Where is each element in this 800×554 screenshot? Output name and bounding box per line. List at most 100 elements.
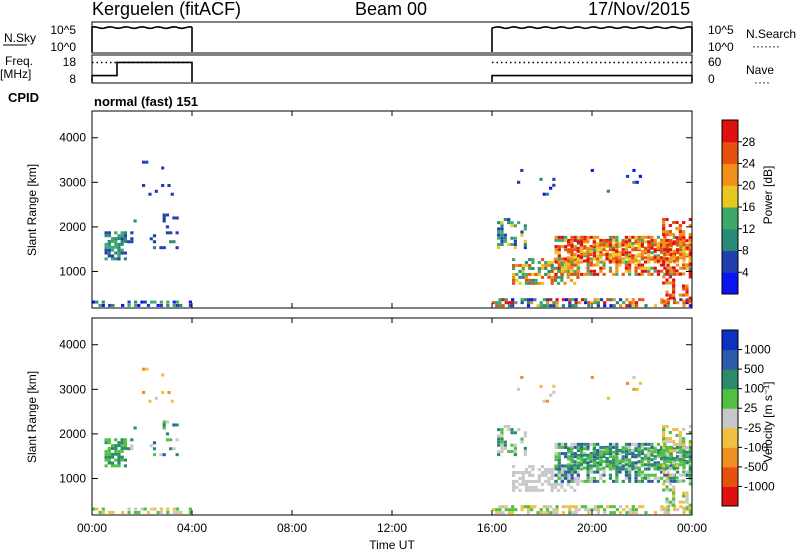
velocity-cell-139 [539, 508, 543, 512]
velocity-cell-106 [148, 399, 152, 403]
power-cell-283 [528, 272, 532, 276]
power-cell-692 [679, 266, 683, 270]
power-cell-107 [154, 189, 158, 193]
velocity-cell-869 [688, 466, 692, 470]
velocity-cell-286 [528, 465, 532, 469]
velocity-cell-32 [104, 455, 108, 459]
velocity-cell-102 [175, 423, 179, 427]
velocity-cell-304 [540, 471, 545, 475]
power-cell-864 [682, 243, 686, 247]
velocity-cell-45 [110, 464, 115, 468]
velocity-cell-887 [662, 506, 666, 510]
power-cell-311 [547, 272, 551, 276]
velocity-cell-143 [545, 508, 550, 512]
power-cell-804 [640, 249, 644, 253]
power-cell-849 [672, 249, 676, 253]
velocity-cell-934 [672, 473, 676, 477]
velocity-cell-301 [540, 488, 545, 492]
velocity-cell-557 [624, 442, 629, 446]
velocity-cell-232 [503, 446, 507, 450]
power-cell-217 [497, 246, 501, 250]
velocity-cell-199 [653, 511, 658, 515]
power-cell-895 [662, 239, 666, 243]
power-cell-444 [583, 245, 587, 249]
velocity-cell-577 [634, 479, 638, 483]
power-cell-572 [631, 254, 635, 258]
power-cell-734 [576, 259, 580, 263]
velocity-cell-936 [672, 449, 676, 453]
velocity-cell-397 [567, 479, 571, 483]
velocity-cell-601 [640, 449, 645, 453]
power-cell-375 [557, 254, 561, 258]
power-cell-234 [503, 233, 507, 237]
velocity-cell-464 [589, 452, 593, 456]
power-cell-878 [552, 183, 556, 187]
velocity-cell-588 [637, 473, 641, 477]
velocity-cell-969 [685, 491, 689, 495]
power-cell-635 [656, 269, 661, 273]
power-cell-224 [500, 242, 504, 246]
power-cell-721 [688, 238, 693, 242]
velocity-cell-890 [662, 470, 666, 474]
power-cell-603 [640, 235, 645, 239]
velocity-cell-529 [615, 455, 619, 459]
velocity-cell-540 [618, 449, 622, 453]
power-cell-101 [175, 231, 179, 235]
velocity-cell-532 [615, 445, 619, 449]
power-cell-601 [640, 242, 645, 246]
velocity-cell-513 [608, 442, 613, 446]
power-cell-48 [110, 245, 115, 249]
power-cell-738 [579, 256, 584, 260]
power-colorbar-swatch-1 [722, 250, 738, 273]
power-cell-126 [511, 298, 515, 302]
power-cell-227 [500, 233, 504, 237]
power-cell-471 [592, 251, 597, 255]
power-cell-304 [540, 264, 545, 268]
velocity-cell-624 [650, 449, 654, 453]
power-cell-871 [688, 243, 692, 247]
power-cell-616 [647, 245, 651, 249]
power-cell-903 [665, 293, 669, 297]
velocity-cell-390 [564, 473, 568, 477]
velocity-cell-862 [682, 456, 686, 460]
power-cell-429 [576, 254, 581, 258]
velocity-cell-309 [544, 468, 548, 472]
power-cell-306 [544, 272, 548, 276]
velocity-cell-909 [665, 464, 669, 468]
velocity-cell-495 [602, 470, 606, 474]
velocity-colorbar-swatch-7 [722, 349, 738, 370]
power-cell-462 [589, 257, 593, 261]
velocity-cell-874 [539, 384, 543, 388]
velocity-cell-374 [557, 464, 561, 468]
power-cell-447 [586, 272, 590, 276]
velocity-cell-946 [678, 500, 682, 504]
power-cell-613 [647, 260, 651, 264]
velocity-cell-797 [637, 466, 641, 470]
velocity-cell-29 [188, 507, 192, 511]
velocity-cell-24 [172, 507, 176, 511]
power-cell-146 [549, 298, 553, 302]
power-cell-610 [647, 272, 651, 276]
power-cell-264 [515, 272, 519, 276]
velocity-cell-783 [618, 460, 622, 464]
velocity-cell-961 [682, 443, 686, 447]
power-cell-124 [511, 304, 515, 308]
velocity-cell-377 [557, 455, 561, 459]
velocity-cell-20 [159, 507, 163, 511]
velocity-cell-319 [550, 473, 554, 477]
power-cell-36 [104, 231, 108, 235]
power-cell-100 [175, 246, 179, 250]
velocity-cell-904 [665, 497, 669, 501]
power-cell-237 [507, 221, 511, 225]
velocity-cell-41 [107, 449, 111, 453]
power-cell-923 [668, 239, 672, 243]
velocity-cell-900 [662, 428, 666, 432]
power-cell-812 [647, 249, 651, 253]
velocity-cell-19 [159, 510, 163, 514]
power-cell-472 [592, 248, 597, 252]
power-cell-99 [172, 216, 176, 220]
power-cell-627 [653, 269, 657, 273]
power-cell-317 [550, 275, 554, 279]
power-cell-798 [637, 253, 641, 257]
power-cell-889 [662, 275, 666, 279]
